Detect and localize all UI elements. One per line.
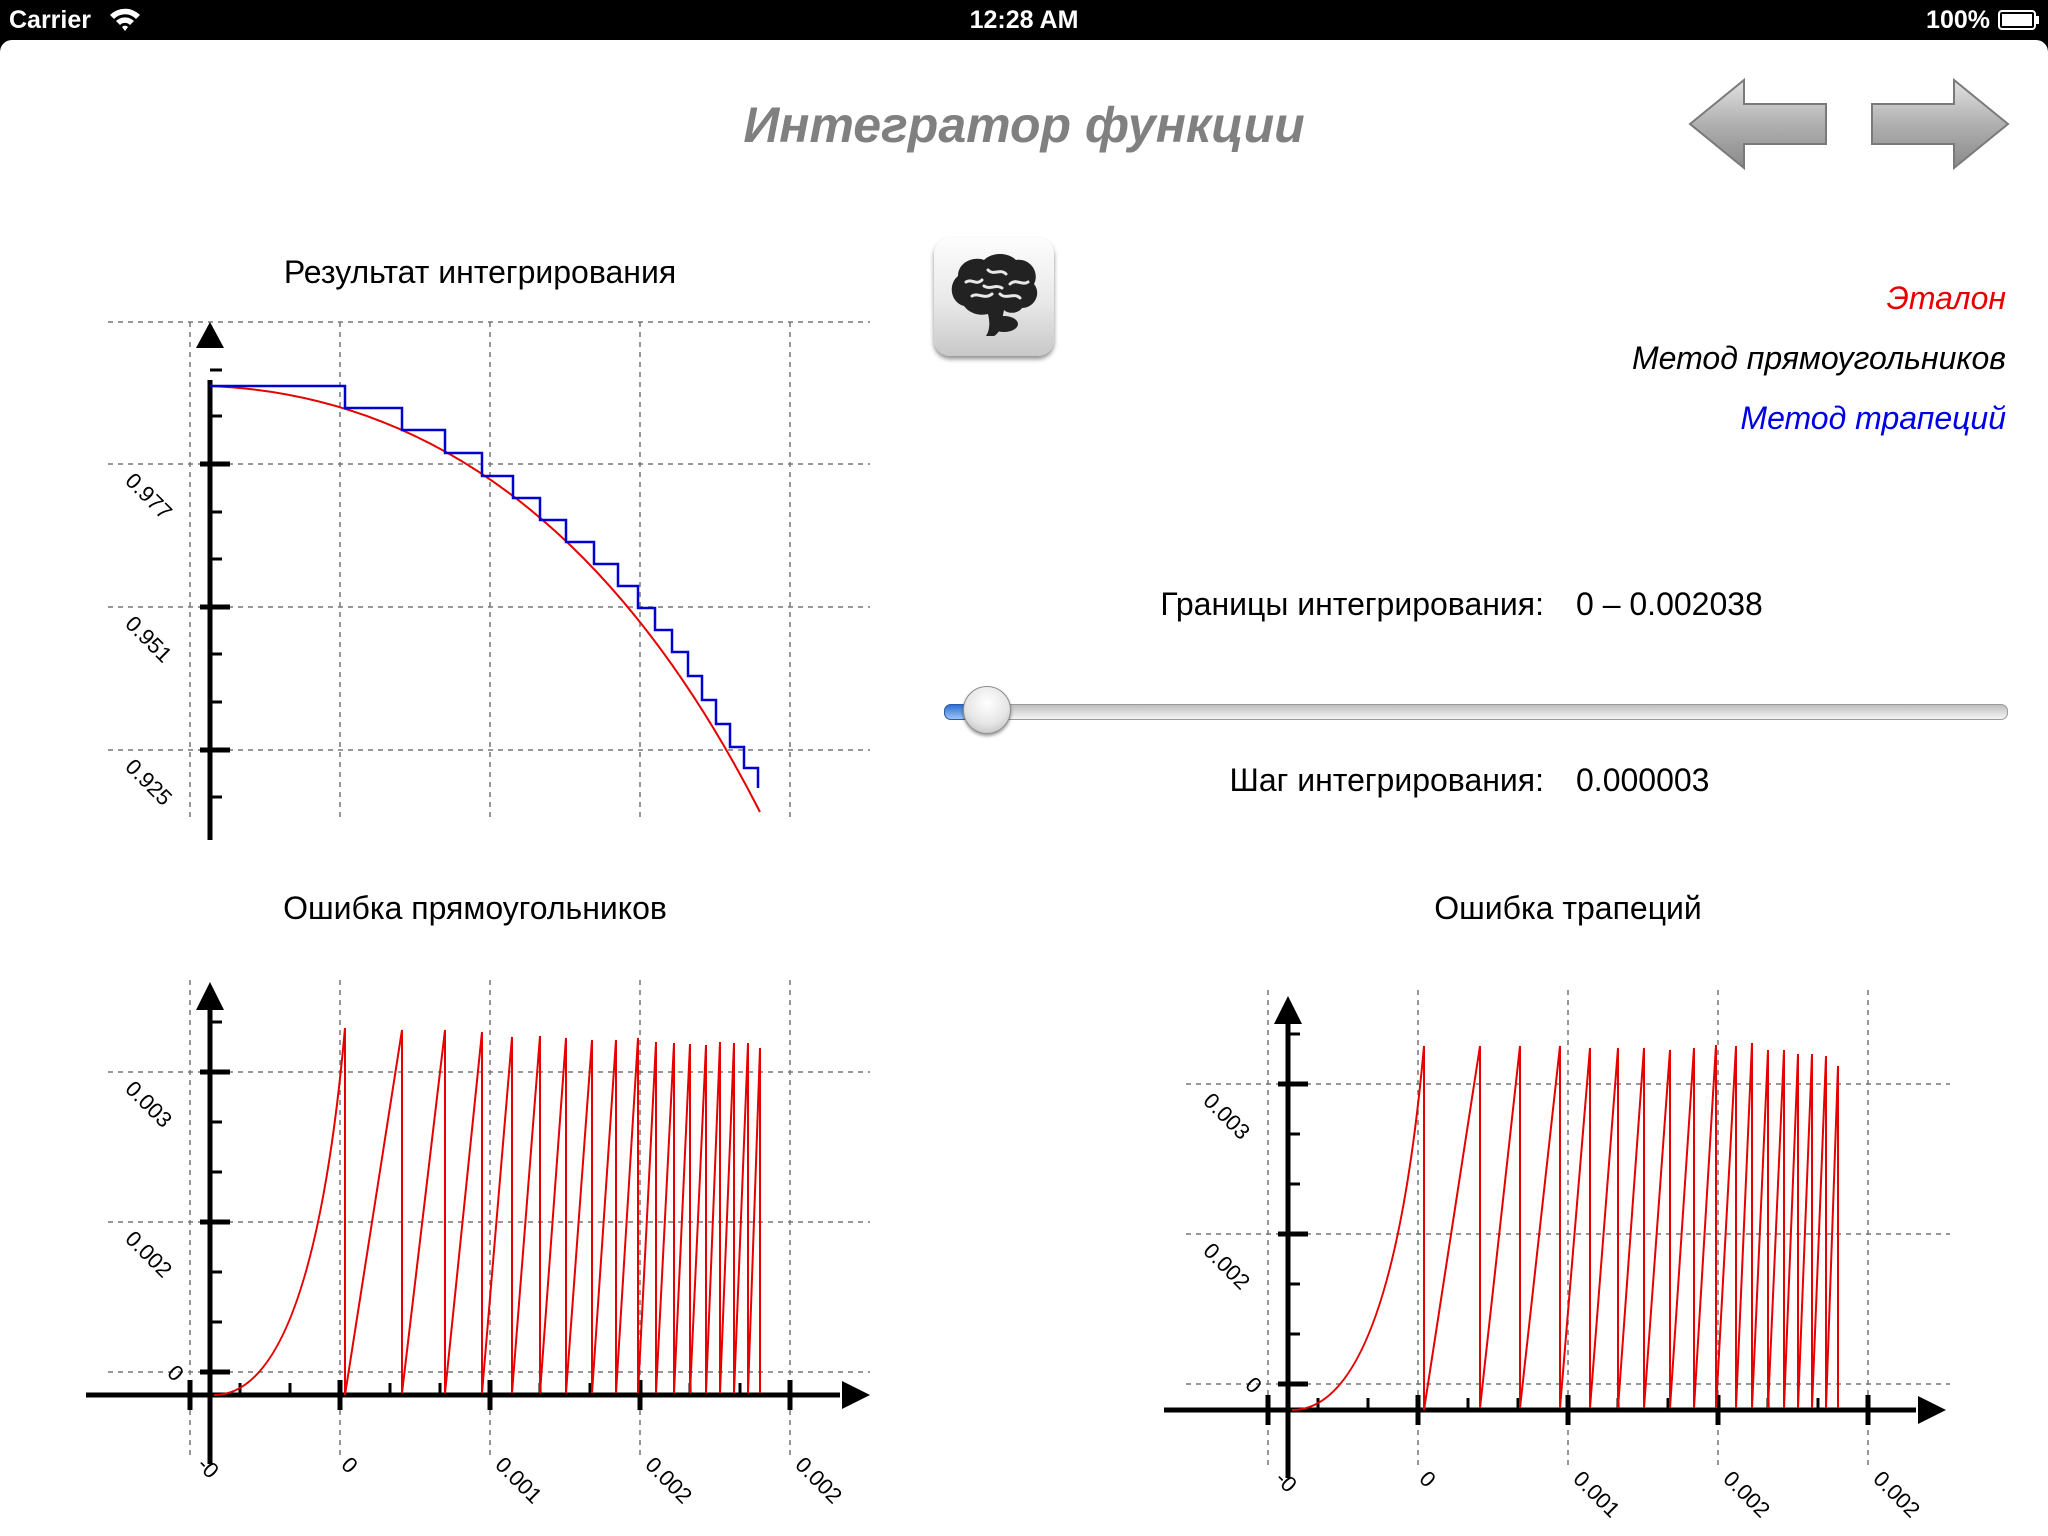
rect-error-y-tick-label: 0.003: [120, 1076, 177, 1133]
status-bar: Carrier 12:28 AM 100%: [0, 0, 2048, 40]
legend-trap-method: Метод трапеций: [1740, 400, 2006, 436]
rect-error-chart: 0.003 0.002 0 -0 0 0.001 0.002 0.002: [86, 980, 870, 1508]
carrier-label: Carrier: [9, 6, 91, 34]
result-trapezoid-steps: [210, 384, 760, 788]
rect-error-axes: [86, 1000, 840, 1464]
result-y-tick-label: 0.977: [120, 468, 177, 525]
rect-error-y-arrow: [196, 982, 224, 1010]
bounds-slider[interactable]: [944, 684, 2008, 740]
trap-error-x-tick-label: 0: [1414, 1466, 1440, 1492]
clock: 12:28 AM: [969, 6, 1079, 34]
result-grid: [108, 321, 870, 820]
trap-error-y-tick-label: 0: [1240, 1372, 1266, 1398]
brain-button[interactable]: [934, 238, 1054, 356]
result-y-arrow: [196, 322, 224, 348]
trap-error-chart: 0.003 0.002 0 -0 0 0.001 0.002 0.002: [1164, 990, 1950, 1522]
trap-error-x-tick-label: 0.002: [1868, 1466, 1925, 1523]
slider-thumb[interactable]: [963, 686, 1012, 734]
charts-canvas: 0.977 0.951 0.925: [86, 321, 1950, 1522]
trap-error-grid: [1186, 990, 1950, 1470]
trap-error-y-arrow: [1274, 996, 1302, 1024]
brain-icon: [951, 254, 1038, 336]
step-value: 0.000003: [1576, 762, 1710, 798]
bounds-value: 0 – 0.002038: [1576, 586, 1763, 622]
result-reference-curve: [209, 385, 761, 813]
trap-error-y-tick-label: 0.002: [1198, 1238, 1255, 1295]
trap-error-x-tick-label: 0.002: [1718, 1466, 1775, 1523]
app-screen: Интегратор функции Эталон Метод прямоуго…: [0, 40, 2048, 1536]
trap-error-curve: [1291, 1042, 1839, 1411]
battery-percent: 100%: [1926, 6, 1990, 34]
rect-error-x-tick-label: 0.002: [790, 1452, 847, 1509]
rect-error-x-tick-label: -0: [192, 1452, 224, 1484]
trap-error-x-tick-label: -0: [1270, 1466, 1302, 1498]
bounds-label: Границы интегрирования:: [1160, 586, 1544, 622]
rect-error-y-tick-label: 0: [162, 1360, 188, 1386]
arrow-right-icon: [1871, 78, 2010, 170]
rect-error-x-arrow: [842, 1381, 870, 1409]
result-chart-title: Результат интегрирования: [283, 254, 677, 290]
battery-icon: [1998, 10, 2039, 30]
trap-error-chart-title: Ошибка трапеций: [1434, 890, 1702, 926]
rect-error-x-tick-label: 0: [336, 1452, 362, 1478]
rect-error-curve: [213, 1027, 761, 1396]
arrow-left-icon: [1688, 78, 1827, 170]
forward-button[interactable]: [1870, 78, 2010, 170]
rect-error-x-tick-label: 0.001: [490, 1452, 547, 1509]
back-button[interactable]: [1688, 78, 1828, 170]
trap-error-y-tick-label: 0.003: [1198, 1088, 1255, 1145]
page-title: Интегратор функции: [743, 97, 1305, 153]
trap-error-x-tick-label: 0.001: [1568, 1466, 1625, 1523]
wifi-icon: [110, 8, 140, 31]
rect-error-x-tick-label: 0.002: [640, 1452, 697, 1509]
legend-rect-method: Метод прямоугольников: [1632, 340, 2006, 376]
rect-error-chart-title: Ошибка прямоугольников: [283, 890, 667, 926]
trap-error-x-arrow: [1918, 1396, 1946, 1424]
result-y-tick-label: 0.951: [120, 611, 177, 668]
legend-reference: Эталон: [1886, 280, 2006, 316]
result-chart: 0.977 0.951 0.925: [108, 321, 870, 840]
result-y-tick-label: 0.925: [120, 754, 177, 811]
rect-error-y-tick-label: 0.002: [120, 1226, 177, 1283]
result-y-axis: [200, 368, 230, 840]
step-label: Шаг интегрирования:: [1229, 762, 1544, 798]
